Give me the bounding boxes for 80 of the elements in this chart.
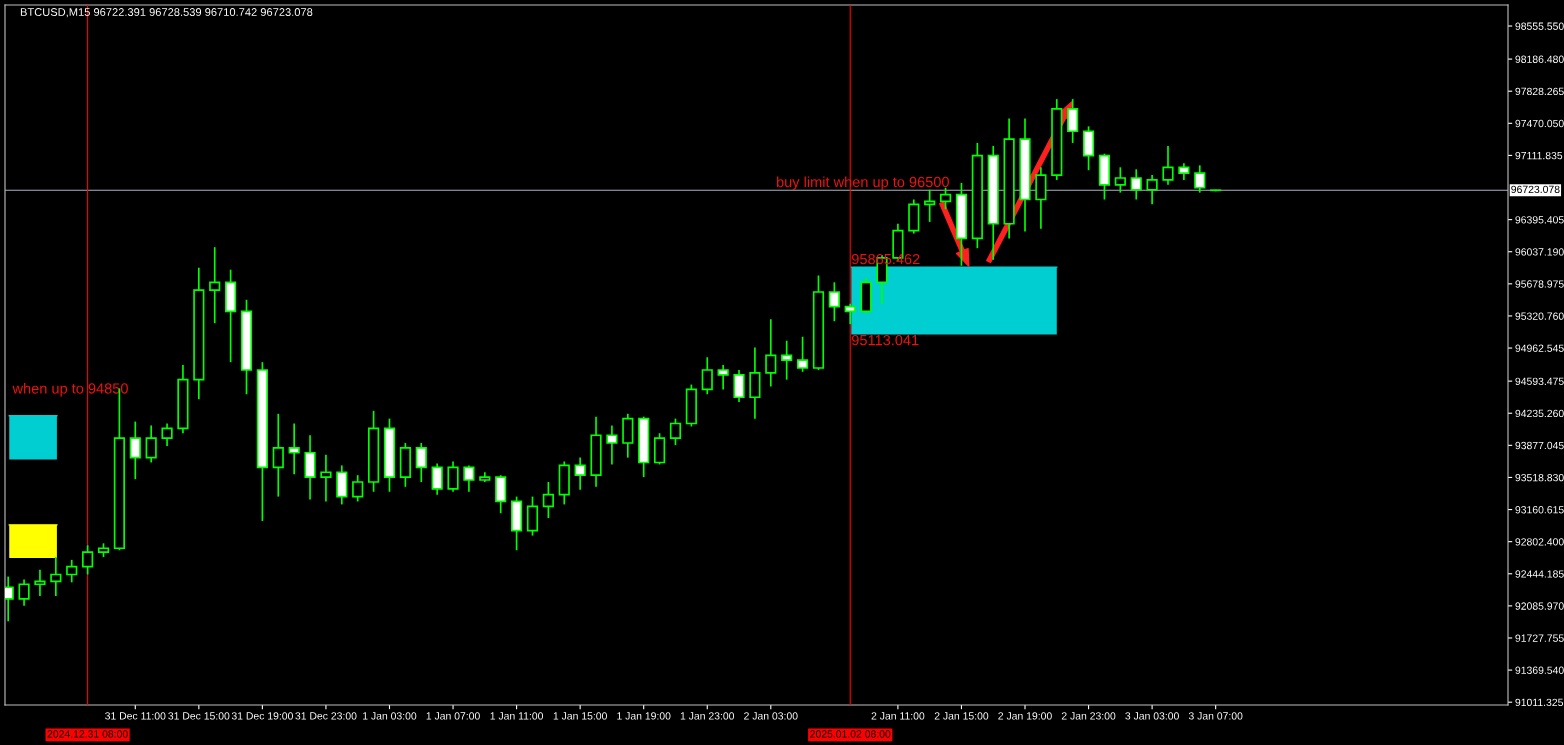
y-tick-label: 97470.050 [1515,119,1564,128]
x-tick-label: 1 Jan 15:00 [553,712,607,720]
y-tick-label: 98186.480 [1515,55,1564,63]
candlestick [288,422,300,476]
candlestick [574,456,586,491]
candlestick [781,339,793,381]
candlestick [1194,164,1206,194]
y-tick-label: 93877.045 [1515,441,1564,450]
x-tick-label: 1 Jan 19:00 [617,712,671,720]
candlestick [924,188,936,223]
y-tick-label: 95678.975 [1515,280,1564,288]
candlestick [209,246,221,325]
y-tick-label: 91011.325 [1515,698,1563,707]
candlestick [717,364,729,391]
candlestick [320,453,332,503]
y-tick-label: 92085.970 [1515,602,1564,610]
candlestick [939,186,952,211]
x-tick-label: 31 Dec 19:00 [231,712,293,720]
candlestick [844,302,856,326]
candlestick [18,578,30,607]
candlestick [828,281,840,323]
annotation: when up to 94850 [12,382,128,397]
x-tick-label: 2 Jan 11:00 [871,712,925,720]
candlestick [1130,168,1142,201]
candlestick [66,559,78,584]
candlestick [447,460,459,493]
x-tick-label: 1 Jan 07:00 [426,712,480,720]
ref-line-label: 96723.078 [1511,185,1560,194]
ref-line-label: 2024.12.31 08:00 [47,730,128,738]
y-tick-label: 92444.185 [1515,570,1564,578]
x-tick-label: 2 Jan 03:00 [744,712,798,720]
candlestick [129,420,141,480]
candlestick [606,424,618,466]
y-tick-label: 94962.545 [1515,344,1564,352]
candlestick [272,412,284,498]
candlestick [669,417,682,446]
y-tick-label: 96037.190 [1515,248,1564,256]
candlestick [1146,174,1158,206]
y-tick-label: 93160.615 [1515,506,1564,514]
candlestick [542,481,554,519]
candlestick [145,424,157,464]
y-tick-label: 93518.830 [1515,473,1564,482]
x-tick-label: 3 Jan 03:00 [1125,712,1179,720]
x-tick-label: 2 Jan 15:00 [934,712,989,720]
candlestick [50,556,62,597]
y-tick-label: 95320.760 [1515,312,1564,320]
candlestick [1114,166,1126,194]
y-tick-label: 98555.550 [1515,22,1564,30]
candlestick [82,544,94,576]
y-tick-label: 91727.755 [1515,634,1564,642]
candlestick [701,356,713,396]
candlestick [34,568,46,597]
candlestick [765,318,777,388]
ref-line-label: 2025.01.02 08:00 [810,730,891,738]
x-tick-label: 3 Jan 07:00 [1188,712,1243,720]
candlestick [733,369,745,403]
x-tick-label: 1 Jan 03:00 [363,712,417,720]
y-tick-label: 92802.400 [1515,538,1564,546]
y-tick-label: 97111.835 [1515,151,1563,160]
candlestick [796,335,809,373]
candlestick [352,474,364,503]
y-tick-label: 91369.540 [1515,666,1564,674]
y-tick-label: 97828.265 [1515,87,1564,96]
annotation: 95113.041 [851,334,919,346]
candlestick [1067,98,1079,144]
candlestick [431,462,443,496]
x-tick-label: 2 Jan 23:00 [1061,712,1116,720]
y-tick-label: 94593.475 [1515,377,1564,386]
candlestick [1162,145,1174,186]
x-tick-label: 31 Dec 23:00 [295,712,357,720]
candlestick [415,442,427,483]
candlestick [161,422,173,447]
y-tick-label: 96395.405 [1515,216,1564,224]
x-tick-label: 1 Jan 23:00 [680,712,735,720]
candlestick [463,464,475,493]
x-tick-label: 2 Jan 19:00 [998,712,1052,720]
x-tick-label: 31 Dec 15:00 [168,712,230,720]
x-tick-label: 31 Dec 11:00 [105,712,166,720]
y-tick-label: 94235.260 [1515,409,1564,418]
x-tick-label: 1 Jan 11:00 [490,712,544,720]
